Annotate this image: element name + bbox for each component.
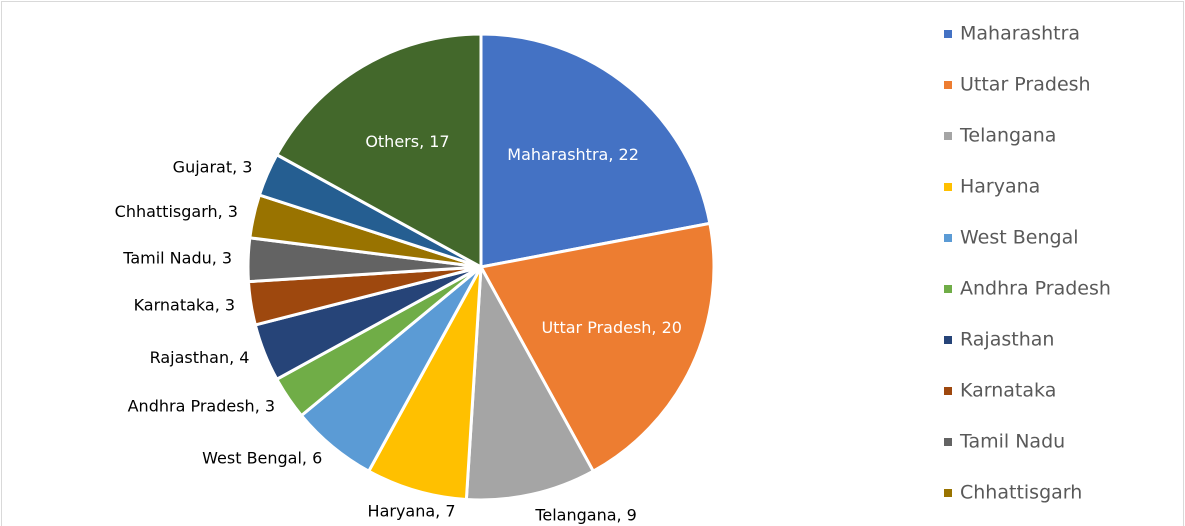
data-label: Rajasthan, 4 xyxy=(150,348,250,367)
legend-swatch xyxy=(944,132,952,140)
pie-slice xyxy=(478,221,716,474)
legend-label: Andhra Pradesh xyxy=(960,278,1111,300)
legend-label: Maharashtra xyxy=(960,23,1080,45)
legend-swatch xyxy=(944,489,952,497)
data-label: Telangana, 9 xyxy=(534,506,637,525)
legend-label: Uttar Pradesh xyxy=(960,74,1091,96)
legend-swatch xyxy=(944,336,952,344)
data-label: Uttar Pradesh, 20 xyxy=(541,318,681,337)
data-label: Andhra Pradesh, 3 xyxy=(128,396,275,415)
legend-label: Karnataka xyxy=(960,380,1056,402)
legend-swatch xyxy=(944,183,952,191)
legend-label: Chhattisgarh xyxy=(960,482,1082,504)
pie-slice xyxy=(274,32,483,270)
pie-slice xyxy=(479,32,712,269)
legend-label: Haryana xyxy=(960,176,1040,198)
legend-swatch xyxy=(944,438,952,446)
data-label: Tamil Nadu, 3 xyxy=(122,249,232,268)
data-label: Gujarat, 3 xyxy=(173,158,253,177)
legend-label: Rajasthan xyxy=(960,329,1054,351)
data-label: Chhattisgarh, 3 xyxy=(115,202,238,221)
data-label: West Bengal, 6 xyxy=(202,448,322,467)
legend-label: Telangana xyxy=(959,125,1056,147)
data-label: Karnataka, 3 xyxy=(134,295,235,314)
data-label: Haryana, 7 xyxy=(368,502,456,521)
legend-swatch xyxy=(944,285,952,293)
legend-label: Tamil Nadu xyxy=(959,431,1065,453)
data-label: Others, 17 xyxy=(365,132,449,151)
legend-swatch xyxy=(944,387,952,395)
data-label: Maharashtra, 22 xyxy=(507,145,639,164)
legend-swatch xyxy=(944,81,952,89)
legend-swatch xyxy=(944,30,952,38)
legend-label: West Bengal xyxy=(960,227,1079,249)
legend-swatch xyxy=(944,234,952,242)
pie-slice xyxy=(464,261,596,502)
pie-slice xyxy=(366,266,483,502)
